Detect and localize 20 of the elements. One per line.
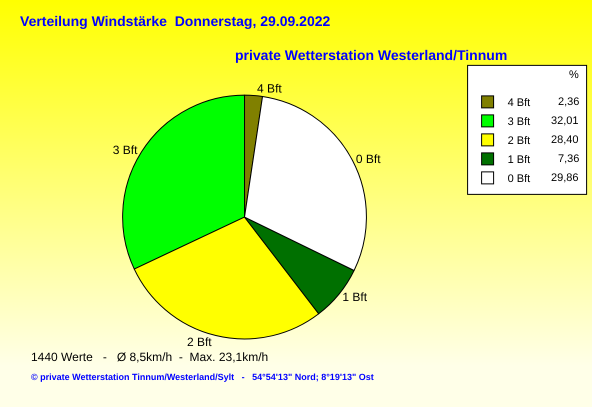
slice-label: 0 Bft: [356, 152, 382, 166]
legend-title: %: [569, 69, 579, 81]
data-label: 32,01: [551, 115, 579, 127]
chart-subtitle: private Wetterstation Westerland/Tinnum: [235, 47, 508, 63]
data-label: 28,40: [551, 134, 579, 146]
slice-label: 4 Bft: [257, 82, 282, 96]
text: © private Wetterstation Tinnum/Westerland/Sylt - 54°54'13" Nord; 8°19'13" Ost: [31, 372, 374, 382]
legend-label: 1 Bft: [508, 154, 530, 166]
slice-label: 2 Bft: [186, 335, 212, 350]
legend-label: 2 Bft: [508, 135, 530, 148]
text: 1440 Werte - Ø 8,5km/h - Max. 23,1km/h: [31, 350, 268, 364]
slice-label: 3 Bft: [112, 142, 138, 157]
data-label: 2,36: [558, 96, 580, 108]
data-label: 7,36: [558, 153, 580, 165]
slice-label: 1 Bft: [342, 290, 368, 304]
legend-label: 3 Bft: [508, 116, 530, 128]
chart-title: Verteilung Windstärke Donnerstag, 29.09.2022: [20, 12, 331, 29]
legend-label: 4 Bft: [508, 97, 530, 110]
data-label: 29,86: [551, 172, 579, 184]
legend-label: 0 Bft: [508, 173, 530, 186]
